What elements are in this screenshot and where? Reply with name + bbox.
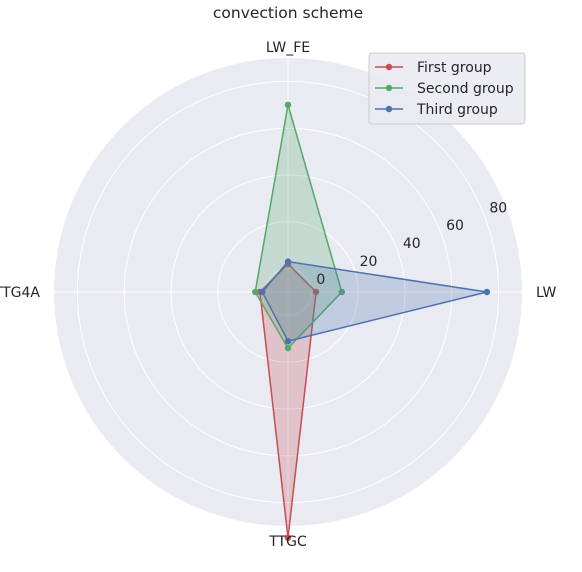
axis-label: LW [536, 285, 557, 301]
data-point [338, 288, 346, 296]
legend: First group Second group Third group [368, 52, 526, 125]
radial-tick-labels: 0 20 40 60 80 [316, 200, 507, 288]
tick-label: 80 [489, 200, 507, 216]
data-point [312, 288, 320, 296]
tick-label: 60 [446, 218, 464, 234]
series-area [262, 261, 487, 342]
legend-label: Second group [417, 81, 514, 97]
data-point [284, 534, 292, 541]
data-point [259, 288, 266, 296]
axis-label: TTG4A [0, 285, 40, 301]
legend-label: Third group [416, 102, 498, 118]
legend-swatch-marker [385, 84, 393, 92]
legend-box [368, 52, 526, 125]
legend-label: First group [417, 60, 492, 76]
data-point [252, 288, 259, 296]
data-point [284, 337, 292, 345]
axis-labels: LW_FE LW TTGC TTG4A [0, 40, 557, 550]
data-point [483, 288, 491, 296]
data-point [284, 344, 292, 352]
legend-swatch-marker [385, 63, 393, 71]
series-area [259, 263, 317, 538]
chart-title: convection scheme [213, 4, 363, 22]
series-layer [252, 101, 491, 541]
tick-label: 0 [316, 272, 325, 288]
data-point [284, 101, 292, 109]
series-area [255, 104, 342, 349]
axis-label: TTGC [268, 534, 307, 550]
axis-label: LW_FE [266, 40, 310, 56]
tick-label: 20 [360, 254, 378, 270]
data-point [284, 258, 292, 265]
tick-label: 40 [403, 236, 421, 252]
legend-swatch-marker [385, 105, 393, 113]
